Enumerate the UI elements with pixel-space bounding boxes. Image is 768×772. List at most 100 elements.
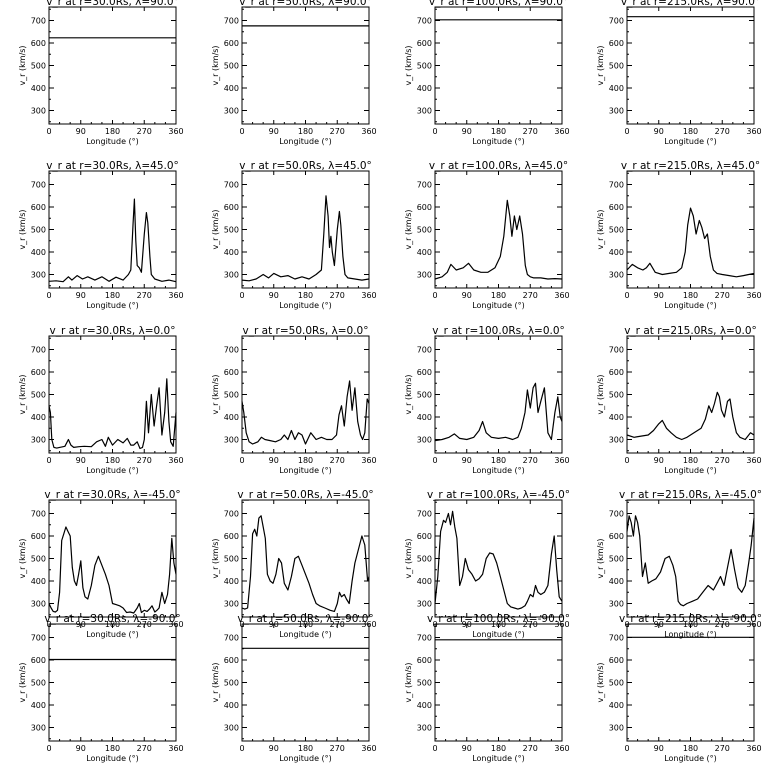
x-tick-label: 270 [330, 744, 345, 753]
x-axis-label: Longitude (°) [279, 754, 332, 763]
x-tick-label: 90 [462, 744, 472, 753]
x-tick-label: 360 [554, 456, 569, 465]
chart-panel: v_r at r=50.0Rs, λ=45.0° 0 90 180 270 360 300 4… [211, 160, 377, 310]
y-tick-label: 400 [417, 577, 432, 586]
x-axis-label: Longitude (°) [664, 137, 717, 146]
x-axis-label: Longitude (°) [86, 137, 139, 146]
chart-panel: v_r at r=30.0Rs, λ=-90.0° 0 90 180 270 360 300… [18, 613, 184, 763]
y-tick-label: 700 [609, 510, 624, 519]
x-tick-label: 0 [239, 127, 244, 136]
y-axis-label: v_r (km/s) [211, 45, 220, 85]
y-tick-label: 400 [417, 248, 432, 257]
plot-frame [48, 170, 177, 289]
x-tick-label: 360 [746, 291, 761, 300]
chart-panel: v_r at r=50.0Rs, λ=-90.0° 0 90 180 270 360 300… [211, 613, 377, 763]
y-axis-label: v_r (km/s) [596, 45, 605, 85]
x-tick-label: 0 [432, 127, 437, 136]
x-tick-label: 360 [361, 456, 376, 465]
x-axis-label: Longitude (°) [664, 301, 717, 310]
y-tick-label: 400 [609, 248, 624, 257]
y-axis-label: v_r (km/s) [211, 662, 220, 702]
y-tick-label: 600 [31, 203, 46, 212]
y-tick-label: 600 [609, 368, 624, 377]
x-tick-label: 360 [361, 127, 376, 136]
y-tick-label: 500 [417, 62, 432, 71]
x-tick-label: 360 [554, 127, 569, 136]
plot-frame [434, 170, 563, 289]
x-tick-label: 180 [105, 127, 120, 136]
x-tick-label: 270 [523, 744, 538, 753]
y-tick-label: 500 [31, 62, 46, 71]
chart-title: v_r at r=215.0Rs, λ=0.0° [624, 325, 757, 337]
y-tick-label: 700 [609, 17, 624, 26]
y-tick-label: 600 [31, 39, 46, 48]
y-axis-label: v_r (km/s) [18, 662, 27, 702]
y-tick-label: 400 [31, 577, 46, 586]
plot-frame [241, 623, 370, 742]
x-tick-label: 0 [46, 744, 51, 753]
x-axis-label: Longitude (°) [472, 466, 525, 475]
y-tick-label: 600 [609, 532, 624, 541]
y-tick-label: 700 [224, 17, 239, 26]
series-line [626, 207, 755, 278]
x-axis-label: Longitude (°) [664, 754, 717, 763]
x-tick-label: 270 [330, 127, 345, 136]
plot-frame [48, 335, 177, 454]
x-tick-label: 360 [554, 744, 569, 753]
x-tick-label: 360 [746, 127, 761, 136]
x-tick-label: 360 [168, 456, 183, 465]
x-tick-label: 360 [168, 127, 183, 136]
y-axis-label: v_r (km/s) [18, 209, 27, 249]
x-tick-label: 90 [76, 456, 86, 465]
x-tick-label: 180 [683, 456, 698, 465]
chart-title: v_r at r=50.0Rs, λ=90.0° [239, 0, 372, 8]
y-tick-label: 600 [417, 39, 432, 48]
y-axis-label: v_r (km/s) [596, 374, 605, 414]
y-tick-label: 600 [224, 656, 239, 665]
y-tick-label: 700 [417, 17, 432, 26]
x-tick-label: 180 [298, 291, 313, 300]
y-tick-label: 600 [609, 656, 624, 665]
y-tick-label: 500 [224, 391, 239, 400]
x-axis-label: Longitude (°) [86, 630, 139, 639]
chart-panel: v_r at r=50.0Rs, λ=-45.0°090180270360300… [211, 489, 377, 639]
x-tick-label: 360 [746, 456, 761, 465]
y-tick-label: 500 [609, 62, 624, 71]
chart-panel: v_r at r=100.0Rs, λ=45.0° 0 90 180 270 360 300… [404, 160, 570, 310]
chart-title: v_r at r=50.0Rs, λ=0.0° [243, 325, 369, 337]
y-tick-label: 500 [609, 555, 624, 564]
x-tick-label: 270 [715, 127, 730, 136]
y-tick-label: 500 [609, 226, 624, 235]
y-tick-label: 700 [31, 510, 46, 519]
chart-panel: v_r at r=100.0Rs, λ=90.0° 0 90 180 270 360 300… [404, 0, 570, 146]
series-line [241, 515, 370, 613]
series-line [434, 382, 563, 442]
x-tick-label: 90 [269, 456, 279, 465]
y-tick-label: 300 [609, 436, 624, 445]
x-tick-label: 90 [654, 456, 664, 465]
chart-panel: v_r at r=100.0Rs, λ=-90.0° 0 90 180 270 360 30… [404, 613, 570, 763]
y-tick-label: 500 [417, 679, 432, 688]
y-tick-label: 500 [609, 391, 624, 400]
x-tick-label: 360 [168, 291, 183, 300]
y-tick-label: 400 [31, 701, 46, 710]
y-tick-label: 400 [417, 413, 432, 422]
chart-panel: v_r at r=215.0Rs, λ=-90.0° 0 90 180 270 360 30… [596, 613, 762, 763]
y-tick-label: 500 [224, 226, 239, 235]
x-axis-label: Longitude (°) [279, 630, 332, 639]
y-tick-label: 500 [31, 555, 46, 564]
x-tick-label: 270 [523, 291, 538, 300]
y-tick-label: 400 [224, 577, 239, 586]
y-axis-label: v_r (km/s) [211, 209, 220, 249]
x-tick-label: 0 [239, 456, 244, 465]
y-tick-label: 600 [31, 532, 46, 541]
chart-title: v_r at r=100.0Rs, λ=0.0° [432, 325, 565, 337]
y-axis-label: v_r (km/s) [404, 374, 413, 414]
chart-title: v_r at r=30.0Rs, λ=90.0° [46, 0, 179, 8]
y-tick-label: 400 [609, 84, 624, 93]
chart-title: v_r at r=30.0Rs, λ=-45.0° [44, 489, 180, 501]
y-axis-label: v_r (km/s) [404, 538, 413, 578]
x-tick-label: 180 [298, 744, 313, 753]
y-tick-label: 300 [417, 600, 432, 609]
